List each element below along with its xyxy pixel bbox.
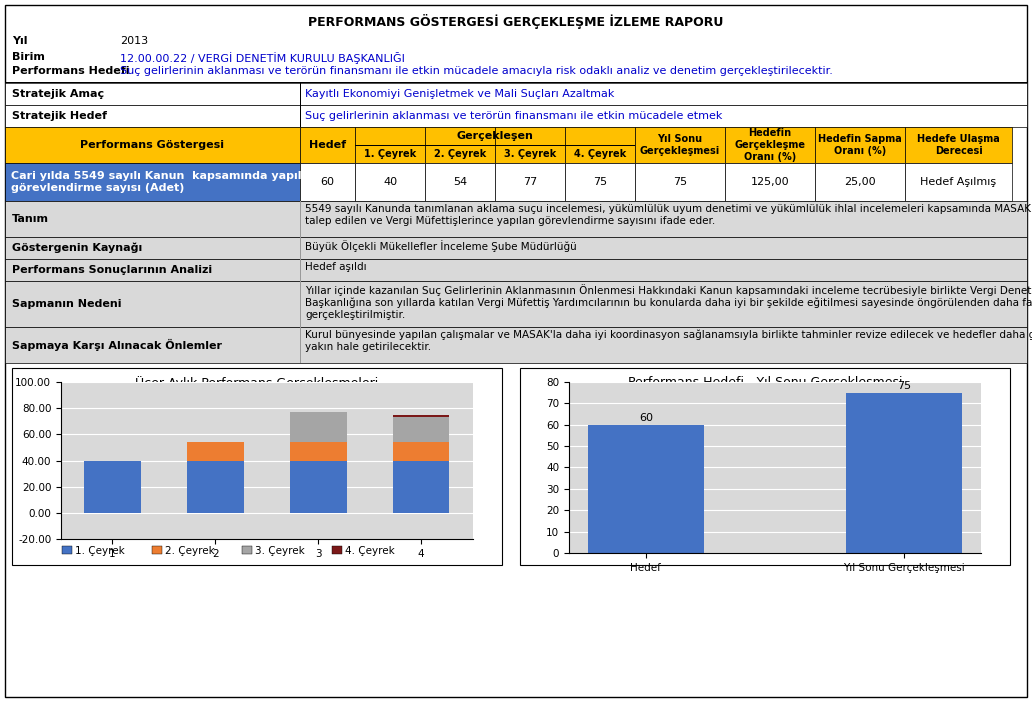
Bar xyxy=(12,368,502,565)
Bar xyxy=(332,546,342,554)
Bar xyxy=(587,425,704,553)
Text: 125,00: 125,00 xyxy=(750,177,789,187)
Text: Hedefe Ulaşma
Derecesi: Hedefe Ulaşma Derecesi xyxy=(917,134,1000,156)
Bar xyxy=(565,127,635,163)
Bar xyxy=(815,127,905,163)
Bar xyxy=(635,127,725,163)
Bar xyxy=(355,163,425,201)
Text: 1. Çeyrek: 1. Çeyrek xyxy=(364,149,416,159)
Bar xyxy=(565,163,635,201)
Bar xyxy=(495,163,565,201)
Text: Yıl: Yıl xyxy=(12,36,28,46)
Bar xyxy=(5,259,1027,281)
Text: 2013: 2013 xyxy=(120,36,149,46)
Bar xyxy=(187,442,244,461)
Text: Suç gelirlerinin aklanması ve terörün finansmanı ile etkin mücadele etmek: Suç gelirlerinin aklanması ve terörün fi… xyxy=(305,111,722,121)
Text: Stratejik Hedef: Stratejik Hedef xyxy=(12,111,107,121)
Text: Hedefin Sapma
Oranı (%): Hedefin Sapma Oranı (%) xyxy=(818,134,902,156)
Text: 75: 75 xyxy=(593,177,607,187)
Text: Performans Sonuçlarının Analizi: Performans Sonuçlarının Analizi xyxy=(12,265,213,275)
Bar xyxy=(241,546,252,554)
Bar xyxy=(187,461,244,513)
Bar xyxy=(393,415,450,417)
Bar xyxy=(5,127,300,163)
Bar xyxy=(290,442,347,461)
Bar xyxy=(355,145,635,146)
Text: 4. Çeyrek: 4. Çeyrek xyxy=(574,149,626,159)
Bar xyxy=(520,368,1010,565)
Bar xyxy=(290,461,347,513)
Bar xyxy=(815,163,905,201)
Text: Birim: Birim xyxy=(12,52,44,62)
Text: Üçer Aylık Performans Gerçekleşmeleri: Üçer Aylık Performans Gerçekleşmeleri xyxy=(135,376,379,390)
Bar xyxy=(393,461,450,513)
Bar xyxy=(152,546,162,554)
Text: Performans Hedefi - Yıl Sonu Gerçekleşmesi: Performans Hedefi - Yıl Sonu Gerçekleşme… xyxy=(627,376,902,389)
Text: 40: 40 xyxy=(383,177,397,187)
Bar xyxy=(5,237,1027,259)
Bar xyxy=(905,163,1012,201)
Bar xyxy=(355,127,425,163)
Bar xyxy=(5,83,1027,105)
Bar xyxy=(393,442,450,461)
Text: 1. Çeyrek: 1. Çeyrek xyxy=(75,546,125,556)
Text: Yıllar içinde kazanılan Suç Gelirlerinin Aklanmasının Önlenmesi Hakkındaki Kanun: Yıllar içinde kazanılan Suç Gelirlerinin… xyxy=(305,284,1032,319)
Bar xyxy=(393,415,450,442)
Text: 2. Çeyrek: 2. Çeyrek xyxy=(165,546,215,556)
Bar xyxy=(5,163,300,201)
Text: Suç gelirlerinin aklanması ve terörün finansmanı ile etkin mücadele amacıyla ris: Suç gelirlerinin aklanması ve terörün fi… xyxy=(120,66,833,76)
Bar xyxy=(300,163,355,201)
Text: Hedef: Hedef xyxy=(309,140,346,150)
Text: Hedefin
Gerçekleşme
Oranı (%): Hedefin Gerçekleşme Oranı (%) xyxy=(735,128,806,161)
Bar xyxy=(5,327,1027,363)
Text: Büyük Ölçekli Mükellefler İnceleme Şube Müdürlüğü: Büyük Ölçekli Mükellefler İnceleme Şube … xyxy=(305,240,577,252)
Text: 77: 77 xyxy=(523,177,537,187)
Text: Yıl Sonu
Gerçekleşmesi: Yıl Sonu Gerçekleşmesi xyxy=(640,134,720,156)
Bar xyxy=(62,546,72,554)
Text: 60: 60 xyxy=(321,177,334,187)
Bar xyxy=(725,127,815,163)
Text: Stratejik Amaç: Stratejik Amaç xyxy=(12,89,104,99)
Text: 4. Çeyrek: 4. Çeyrek xyxy=(345,546,395,556)
Text: 75: 75 xyxy=(897,380,911,391)
Bar xyxy=(300,127,355,163)
Bar xyxy=(846,392,962,553)
Bar xyxy=(635,163,725,201)
Text: Performans Hedefi: Performans Hedefi xyxy=(12,66,129,76)
Bar xyxy=(5,82,1027,83)
Text: 12.00.00.22 / VERGİ DENETİM KURULU BAŞKANLIĞI: 12.00.00.22 / VERGİ DENETİM KURULU BAŞKA… xyxy=(120,52,405,64)
Bar xyxy=(5,105,1027,127)
Text: PERFORMANS GÖSTERGESİ GERÇEKLEŞME İZLEME RAPORU: PERFORMANS GÖSTERGESİ GERÇEKLEŞME İZLEME… xyxy=(309,14,723,29)
Text: 75: 75 xyxy=(673,177,687,187)
Text: 5549 sayılı Kanunda tanımlanan aklama suçu incelemesi, yükümlülük uyum denetimi : 5549 sayılı Kanunda tanımlanan aklama su… xyxy=(305,204,1032,225)
Text: 54: 54 xyxy=(453,177,467,187)
Bar xyxy=(85,461,140,513)
Text: Sapmaya Karşı Alınacak Önlemler: Sapmaya Karşı Alınacak Önlemler xyxy=(12,339,222,351)
Text: Hedef Aşılmış: Hedef Aşılmış xyxy=(921,177,997,187)
Text: 2. Çeyrek: 2. Çeyrek xyxy=(433,149,486,159)
Text: Kayıtlı Ekonomiyi Genişletmek ve Mali Suçları Azaltmak: Kayıtlı Ekonomiyi Genişletmek ve Mali Su… xyxy=(305,89,614,99)
Bar xyxy=(725,163,815,201)
Bar xyxy=(5,201,1027,237)
Text: 60: 60 xyxy=(639,413,653,423)
Bar xyxy=(290,412,347,442)
Text: Tanım: Tanım xyxy=(12,214,49,224)
Bar xyxy=(425,127,495,163)
Bar xyxy=(495,127,565,163)
Bar xyxy=(905,127,1012,163)
Bar xyxy=(5,281,1027,327)
Text: Cari yılda 5549 sayılı Kanun  kapsamında yapılan
görevlendirme sayısı (Adet): Cari yılda 5549 sayılı Kanun kapsamında … xyxy=(11,171,317,193)
Text: 3. Çeyrek: 3. Çeyrek xyxy=(504,149,556,159)
Bar xyxy=(425,163,495,201)
Text: Performans Göstergesi: Performans Göstergesi xyxy=(80,140,225,150)
Text: 25,00: 25,00 xyxy=(844,177,876,187)
Text: Sapmanın Nedeni: Sapmanın Nedeni xyxy=(12,299,122,309)
Text: 3. Çeyrek: 3. Çeyrek xyxy=(255,546,304,556)
Text: Gerçekleşen: Gerçekleşen xyxy=(456,131,534,141)
Text: Kurul bünyesinde yapılan çalışmalar ve MASAK'la daha iyi koordinasyon sağlanamsı: Kurul bünyesinde yapılan çalışmalar ve M… xyxy=(305,330,1032,352)
Text: Hedef aşıldı: Hedef aşıldı xyxy=(305,262,366,272)
Text: Göstergenin Kaynağı: Göstergenin Kaynağı xyxy=(12,243,142,253)
